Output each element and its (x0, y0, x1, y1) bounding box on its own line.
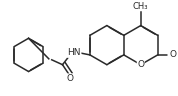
Text: CH₃: CH₃ (133, 2, 148, 11)
Text: HN: HN (67, 48, 81, 57)
Text: O: O (137, 60, 144, 69)
Text: O: O (170, 50, 177, 59)
Text: O: O (67, 74, 74, 83)
